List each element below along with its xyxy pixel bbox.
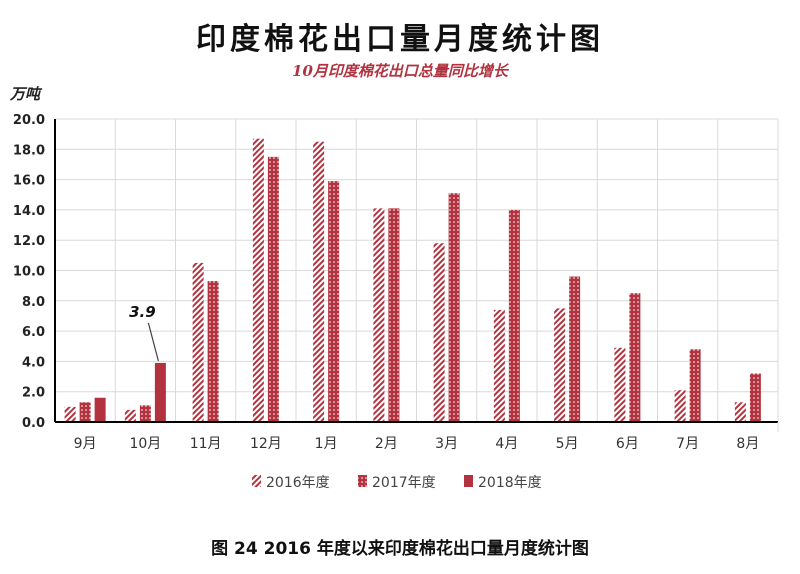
bar-2017年度-6月 <box>629 293 641 422</box>
bar-2017年度-8月 <box>749 373 761 422</box>
bar-2017年度-9月 <box>79 402 91 422</box>
y-tick-label: 4.0 <box>22 355 45 370</box>
bar-2016年度-5月 <box>554 308 566 422</box>
bar-2016年度-1月 <box>313 141 325 422</box>
legend-swatch-2018年度 <box>464 475 473 487</box>
bar-2017年度-7月 <box>689 349 701 422</box>
y-tick-label: 0.0 <box>22 416 45 431</box>
bar-2017年度-4月 <box>508 209 520 422</box>
x-tick-label: 3月 <box>435 436 458 452</box>
legend-label: 2018年度 <box>478 475 542 491</box>
y-tick-label: 8.0 <box>22 295 45 310</box>
x-tick-label: 10月 <box>129 436 161 452</box>
bar-2016年度-6月 <box>614 347 626 422</box>
bar-2016年度-8月 <box>734 402 746 422</box>
bar-2017年度-2月 <box>388 208 400 422</box>
bar-2016年度-2月 <box>373 208 385 422</box>
chart-subtitle: 10月印度棉花出口总量同比增长 <box>292 62 508 80</box>
figure-caption: 图 24 2016 年度以来印度棉花出口量月度统计图 <box>211 539 589 559</box>
x-tick-label: 5月 <box>556 436 579 452</box>
x-tick-label: 8月 <box>736 436 759 452</box>
y-tick-label: 10.0 <box>13 265 45 280</box>
annotation-label: 3.9 <box>129 303 156 321</box>
legend-swatch-2016年度 <box>252 475 261 487</box>
legend: 2016年度 2017年度 2018年度 <box>252 475 542 491</box>
bar-2018年度-9月 <box>94 397 106 422</box>
x-tick-label: 9月 <box>74 436 97 452</box>
legend-swatch-2017年度 <box>358 475 367 487</box>
bar-2017年度-10月 <box>139 405 151 422</box>
y-tick-label: 14.0 <box>13 204 45 219</box>
x-tick-label: 11月 <box>190 436 222 452</box>
x-tick-label: 4月 <box>495 436 518 452</box>
y-axis-unit: 万吨 <box>10 85 41 103</box>
bar-2017年度-3月 <box>448 193 460 422</box>
bars <box>64 138 761 422</box>
legend-label: 2017年度 <box>372 475 436 491</box>
annotation: 3.9 <box>129 303 159 362</box>
y-tick-label: 12.0 <box>13 234 45 249</box>
bar-2016年度-9月 <box>64 406 76 422</box>
bar-2016年度-10月 <box>124 409 136 422</box>
annotation-leader-line <box>147 322 159 362</box>
axes <box>54 119 779 432</box>
gridlines <box>55 118 779 422</box>
bar-2017年度-1月 <box>328 181 340 422</box>
bar-2017年度-12月 <box>267 156 279 422</box>
y-tick-label: 16.0 <box>13 174 45 189</box>
y-tick-label: 2.0 <box>22 386 45 401</box>
x-tick-label: 6月 <box>616 436 639 452</box>
tick-labels: 0.0 2.0 4.0 6.0 8.0 10.0 12.0 14.0 16.0 18.0 20.0 9… <box>13 113 759 452</box>
x-tick-label: 12月 <box>250 436 282 452</box>
legend-label: 2016年度 <box>266 475 330 491</box>
y-tick-label: 20.0 <box>13 113 45 128</box>
y-tick-label: 6.0 <box>22 325 45 340</box>
bar-2017年度-11月 <box>207 281 219 422</box>
chart-title: 印度棉花出口量月度统计图 <box>196 22 604 57</box>
x-tick-label: 7月 <box>676 436 699 452</box>
bar-2016年度-3月 <box>433 243 445 422</box>
x-tick-label: 2月 <box>375 436 398 452</box>
bar-2016年度-7月 <box>674 390 686 422</box>
y-tick-label: 18.0 <box>13 143 45 158</box>
bar-2016年度-12月 <box>252 138 264 422</box>
x-tick-label: 1月 <box>315 436 338 452</box>
bar-2016年度-11月 <box>192 262 204 422</box>
bar-2017年度-5月 <box>569 276 581 422</box>
bar-2018年度-10月 <box>154 362 166 422</box>
bar-2016年度-4月 <box>493 309 505 422</box>
